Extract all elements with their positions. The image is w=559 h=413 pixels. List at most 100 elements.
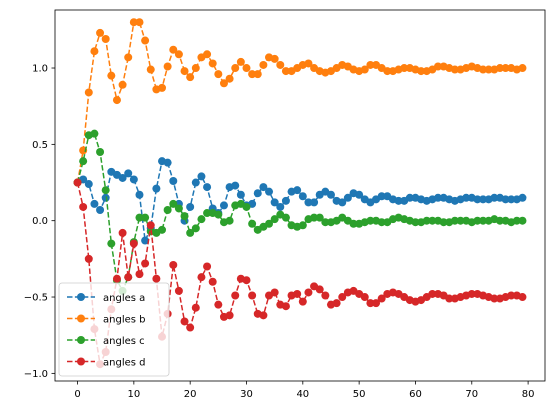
data-point-2-37	[281, 213, 290, 222]
data-point-1-76	[501, 64, 510, 73]
data-point-2-44	[321, 218, 330, 227]
legend-label-1: angles b	[103, 315, 145, 326]
data-point-1-72	[479, 65, 488, 74]
data-point-3-12	[141, 259, 150, 268]
data-point-0-47	[338, 198, 347, 207]
data-point-1-23	[203, 50, 212, 59]
data-point-1-29	[236, 57, 245, 66]
data-point-3-77	[507, 291, 516, 300]
x-tick-label-4: 40	[296, 389, 309, 400]
data-point-1-64	[433, 62, 442, 71]
data-point-1-41	[304, 59, 313, 68]
data-point-0-33	[259, 183, 268, 192]
data-point-2-65	[439, 218, 448, 227]
data-point-1-36	[276, 60, 285, 69]
data-point-3-9	[124, 273, 133, 282]
series-1	[73, 18, 527, 187]
data-point-2-22	[197, 215, 206, 224]
data-point-1-10	[129, 18, 138, 27]
data-point-3-54	[377, 294, 386, 303]
data-point-1-51	[360, 65, 369, 74]
data-point-3-66	[445, 294, 454, 303]
data-point-3-14	[152, 274, 161, 283]
data-point-1-52	[366, 60, 375, 69]
data-point-1-19	[180, 67, 189, 76]
data-point-3-20	[186, 323, 195, 332]
data-point-2-16	[163, 206, 172, 214]
data-point-1-73	[484, 65, 493, 74]
y-tick-label-4: 1.0	[32, 64, 48, 75]
data-point-0-64	[433, 193, 442, 202]
data-point-1-15	[158, 83, 167, 92]
axes-frame	[54, 9, 546, 382]
data-point-2-31	[248, 219, 257, 228]
x-tick-label-8: 80	[522, 389, 535, 400]
data-point-2-68	[456, 216, 465, 225]
data-point-3-63	[428, 289, 437, 298]
x-tick-label-3: 30	[240, 389, 253, 400]
x-tick-label-0: 0	[74, 389, 80, 400]
data-point-1-58	[400, 64, 409, 73]
data-point-0-11	[135, 190, 144, 199]
legend-entry-3: angles d	[67, 357, 145, 369]
data-point-3-37	[281, 302, 290, 311]
data-point-3-8	[118, 228, 127, 237]
legend-marker-0	[77, 293, 85, 301]
data-point-2-34	[265, 219, 274, 228]
data-point-3-51	[360, 293, 369, 302]
data-point-1-31	[248, 70, 257, 79]
data-point-0-74	[490, 193, 499, 202]
data-point-2-72	[479, 216, 488, 225]
data-point-1-79	[518, 64, 527, 73]
series-0	[73, 157, 527, 245]
data-point-1-7	[112, 96, 121, 105]
data-point-2-23	[203, 209, 212, 218]
data-point-0-17	[169, 177, 178, 185]
data-point-3-52	[366, 299, 375, 308]
data-point-3-0	[73, 178, 82, 187]
data-point-2-6	[107, 239, 116, 248]
data-point-0-14	[152, 184, 161, 193]
data-point-0-26	[219, 201, 228, 210]
data-point-3-22	[197, 273, 206, 282]
data-point-2-52	[366, 216, 375, 225]
data-point-3-28	[231, 291, 240, 300]
data-point-0-48	[343, 193, 352, 202]
data-point-0-69	[462, 193, 471, 202]
data-point-2-35	[270, 215, 279, 224]
data-point-2-3	[90, 129, 99, 138]
data-point-1-25	[214, 70, 223, 79]
y-tick-label-3: 0.5	[32, 140, 48, 151]
data-point-0-10	[129, 175, 138, 184]
data-point-1-21	[191, 64, 200, 73]
data-point-1-18	[174, 50, 183, 59]
data-point-3-33	[259, 311, 268, 320]
data-point-3-21	[191, 303, 200, 312]
data-point-1-20	[186, 73, 195, 82]
data-point-2-15	[158, 225, 167, 234]
data-point-2-63	[428, 216, 437, 225]
legend-marker-2	[77, 336, 85, 344]
data-point-0-40	[298, 192, 307, 201]
data-point-0-57	[394, 196, 403, 205]
data-point-1-67	[450, 65, 459, 74]
axes-layer: 0 10 20 30 40 50 60 70 80 −1.0 −0.5 0.0 0.5 1.0	[24, 9, 546, 400]
data-point-2-21	[191, 224, 200, 233]
data-point-2-71	[473, 216, 482, 225]
x-tick-label-2: 20	[184, 389, 197, 400]
data-point-0-72	[479, 195, 488, 204]
data-point-3-2	[84, 254, 93, 263]
data-point-0-20	[186, 202, 195, 211]
data-point-1-32	[253, 70, 262, 79]
y-tick-label-0: −1.0	[24, 369, 48, 380]
data-point-3-46	[332, 299, 341, 308]
data-point-2-30	[242, 202, 251, 211]
data-point-0-77	[507, 195, 516, 204]
data-point-0-34	[265, 187, 274, 196]
x-tick-label-6: 60	[409, 389, 422, 400]
data-point-2-43	[315, 213, 324, 222]
x-tick-label-7: 70	[465, 389, 478, 400]
data-point-1-12	[141, 36, 150, 45]
data-point-1-75	[495, 64, 504, 73]
